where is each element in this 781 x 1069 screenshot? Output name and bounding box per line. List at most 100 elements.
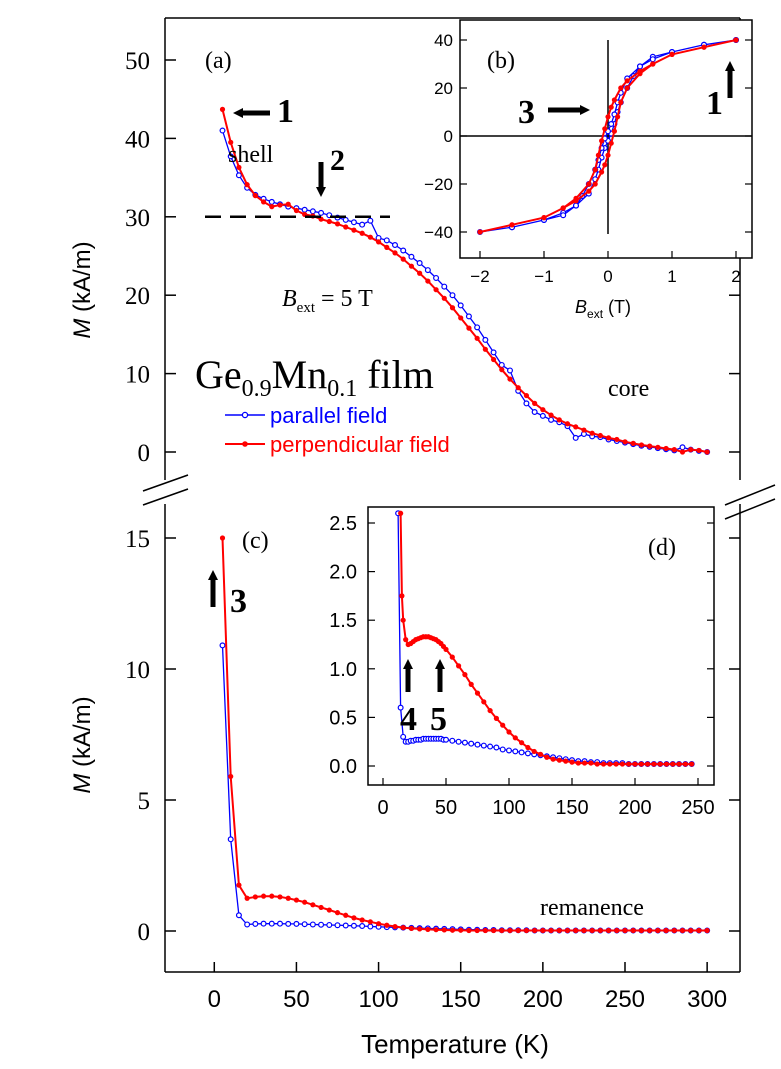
panel-b-perpendicular-point: [624, 85, 630, 91]
panel-d-perpendicular-point: [632, 761, 638, 767]
panel-a-perpendicular-point: [277, 202, 283, 208]
panel-a-parallel-point: [227, 153, 234, 160]
panel-d-perpendicular-point: [468, 681, 474, 687]
panel-d-parallel-point: [468, 740, 475, 747]
panel-b-y-tick-label: 40: [434, 31, 453, 50]
panel-d-y-tick-label: 0.5: [329, 707, 357, 729]
panel-a-series: [219, 106, 711, 456]
legend-item-parallel: parallel field: [225, 403, 387, 428]
panel-a-perpendicular-point: [466, 325, 472, 331]
panel-a-perpendicular-point: [490, 356, 497, 363]
panel-d-parallel-point: [512, 748, 519, 755]
panel-b-y-tick-label: 0: [444, 127, 453, 146]
panel-d-perpendicular-point: [403, 637, 409, 643]
panel-a-perpendicular-point: [269, 204, 275, 210]
panel-b-perpendicular-point: [541, 215, 547, 221]
sample-title: Ge0.9Mn0.1 film: [195, 352, 434, 402]
panel-a-perpendicular-point: [597, 432, 603, 439]
panel-a-perpendicular-point: [400, 256, 406, 262]
panel-b-perpendicular-point: [573, 198, 579, 204]
panel-b-perpendicular-point: [733, 37, 739, 43]
panel-c-perpendicular-point: [228, 773, 234, 780]
panel-c-perpendicular-point: [499, 927, 505, 934]
panel-c-perpendicular-point: [704, 927, 710, 934]
panel-d-parallel-point: [397, 704, 404, 711]
panel-b-perpendicular-point: [605, 152, 611, 158]
panel-c-perpendicular-point: [647, 927, 653, 934]
panel-b-perpendicular-point: [509, 222, 515, 228]
panel-a-perpendicular-point: [671, 447, 677, 453]
panel-b-perpendicular-point: [618, 99, 624, 105]
panel-a-parallel-point: [490, 349, 497, 356]
panel-c-perpendicular-point: [589, 927, 595, 934]
panel-a-perpendicular-point: [293, 207, 300, 214]
panel-c-perpendicular-point: [638, 927, 645, 934]
arrow-3-panel-c: 3: [208, 570, 247, 620]
panel-a-perpendicular-point: [630, 440, 636, 446]
panel-a-perpendicular-point: [236, 164, 242, 171]
panel-b-x-tick-label: 1: [667, 267, 676, 286]
arrow-1-panel-b: 1: [706, 61, 735, 122]
panel-a-y-tick-label: 50: [125, 48, 150, 75]
panel-d-x-tick-label: 250: [681, 797, 714, 819]
axis-break-right: [716, 480, 776, 520]
panel-d-perpendicular-point: [682, 761, 689, 767]
panel-a-parallel-point: [350, 219, 357, 226]
panel-c-perpendicular-point: [252, 894, 258, 900]
panel-d-perpendicular-point: [493, 715, 499, 721]
panel-b-x-axis-label: Bext (T): [575, 297, 631, 321]
panel-c-perpendicular-point: [474, 927, 480, 934]
panel-c-perpendicular-point: [375, 921, 382, 927]
panel-c-perpendicular-point: [466, 927, 472, 934]
panel-a-y-tick-label: 30: [125, 205, 150, 232]
panel-a-parallel-point: [523, 400, 530, 407]
panel-a-perpendicular-point: [441, 295, 447, 301]
panel-c-label: (c): [242, 528, 269, 554]
panel-c-perpendicular-point: [532, 927, 538, 934]
panel-b-x-tick-label: −2: [470, 267, 489, 286]
panel-c-perpendicular-point: [622, 927, 628, 934]
panel-c-perpendicular-point: [367, 919, 373, 925]
panel-a-perpendicular-point: [532, 400, 538, 406]
panel-d-series: [395, 510, 695, 768]
panel-a-parallel-point: [400, 247, 407, 254]
panel-b-axes: −2 −1 0 1 2 −40 −20 0 20 40: [424, 31, 752, 286]
legend-item-perpendicular: perpendicular field: [225, 432, 450, 457]
panel-a-parallel-point: [408, 253, 415, 260]
panel-c-perpendicular-point: [318, 904, 324, 911]
panel-a-perpendicular-point: [285, 201, 291, 207]
panel-b: −2 −1 0 1 2 −40 −20 0 20 40 (b) Bext (T) 3 1: [424, 19, 753, 321]
panel-d-perpendicular-point: [550, 756, 556, 762]
panel-a-perpendicular-point: [474, 335, 480, 341]
panel-d-perpendicular-point: [645, 761, 651, 767]
panel-c-perpendicular-point: [581, 927, 587, 934]
panel-a-perpendicular-point: [622, 439, 628, 445]
arrow-4-panel-d: 4: [400, 659, 417, 738]
panel-c-perpendicular-point: [400, 924, 406, 931]
panel-b-label: (b): [487, 48, 515, 74]
panel-c-y-tick-label: 5: [138, 788, 151, 815]
svg-text:3: 3: [230, 583, 247, 620]
panel-d-x-tick-label: 200: [618, 797, 651, 819]
panel-d-axes: 0 50 100 150 200 250 0.0 0.5 1.0 1.5 2.0 2.5: [329, 513, 715, 819]
x-tick-label: 0: [208, 986, 221, 1013]
panel-c-perpendicular-point: [679, 927, 686, 934]
panel-d-y-tick-label: 0.0: [329, 756, 357, 778]
panel-d-perpendicular-point: [449, 654, 455, 660]
panel-d-perpendicular-point: [657, 761, 663, 767]
panel-d-y-tick-label: 1.0: [329, 659, 357, 681]
panel-b-y-tick-label: 20: [434, 79, 453, 98]
legend: parallel field perpendicular field: [225, 403, 450, 457]
panel-a-parallel-point: [309, 208, 316, 215]
panel-a-perpendicular-point: [696, 447, 702, 454]
panel-d-perpendicular-point: [607, 761, 613, 767]
panel-d-perpendicular-point: [474, 690, 481, 696]
panel-a-parallel-point: [465, 313, 472, 320]
panel-a-y-tick-label: 40: [125, 126, 150, 153]
panel-a-perpendicular-point: [655, 444, 661, 450]
panel-d-perpendicular-point: [544, 754, 550, 760]
panel-d-perpendicular-point: [400, 617, 406, 623]
panel-c-perpendicular-point: [490, 927, 497, 934]
panel-d-perpendicular-point: [626, 761, 632, 767]
